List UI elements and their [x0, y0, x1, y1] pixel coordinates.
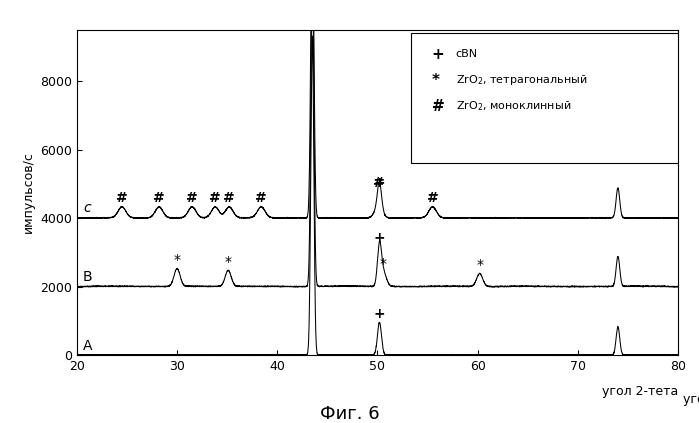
Text: #: #	[373, 176, 384, 190]
Text: #: #	[255, 191, 267, 205]
Text: ZrO$_2$, тетрагональный: ZrO$_2$, тетрагональный	[456, 73, 587, 87]
Text: угол 2-тета: угол 2-тета	[683, 393, 699, 406]
Text: *: *	[431, 73, 440, 88]
Text: #: #	[426, 191, 438, 205]
Text: #: #	[431, 99, 445, 114]
Text: +: +	[374, 176, 385, 190]
Text: #: #	[223, 191, 235, 205]
Text: +: +	[374, 231, 385, 245]
Text: ZrO$_2$, моноклинный: ZrO$_2$, моноклинный	[456, 99, 571, 113]
Text: cBN: cBN	[456, 49, 477, 59]
Text: #: #	[116, 191, 128, 205]
Text: Фиг. 6: Фиг. 6	[319, 405, 380, 423]
Text: +: +	[431, 47, 445, 61]
Text: угол 2-тета: угол 2-тета	[602, 385, 678, 398]
Text: *: *	[224, 255, 231, 269]
Text: #: #	[209, 191, 221, 205]
Text: B: B	[83, 270, 92, 284]
Text: *: *	[380, 257, 387, 271]
Text: *: *	[476, 258, 483, 272]
Text: A: A	[83, 338, 92, 353]
Text: +: +	[374, 307, 385, 321]
Text: #: #	[153, 191, 165, 205]
Text: c: c	[83, 201, 91, 215]
Text: #: #	[186, 191, 198, 205]
FancyBboxPatch shape	[410, 33, 678, 163]
Text: *: *	[173, 253, 180, 267]
Y-axis label: импульсов/с: импульсов/с	[22, 151, 34, 233]
